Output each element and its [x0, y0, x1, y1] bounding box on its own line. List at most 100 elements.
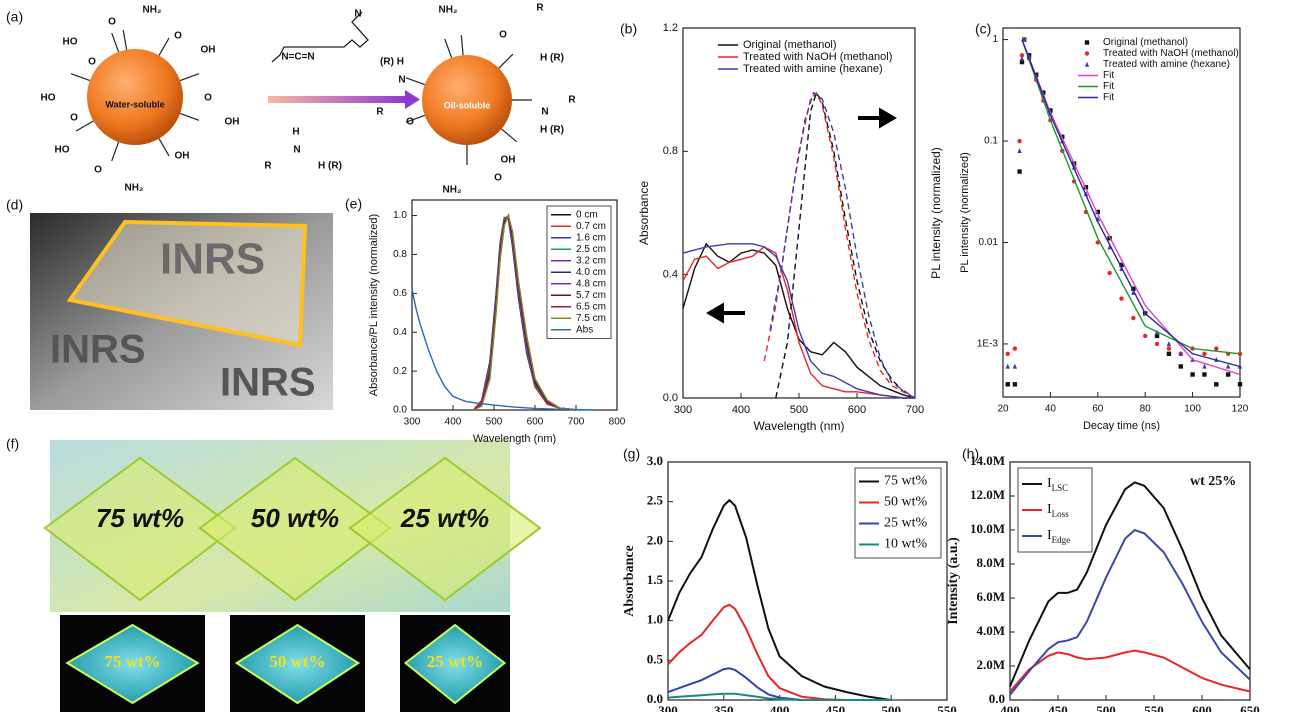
data-line [763, 91, 916, 399]
data-point [1166, 351, 1172, 356]
chem-group: R [568, 95, 576, 106]
data-point [1005, 363, 1010, 369]
chem-group: O [174, 31, 182, 42]
data-point [1143, 333, 1148, 339]
x-tick-label: 100 [1184, 404, 1201, 415]
y-tick-label: 1E-3 [977, 339, 999, 350]
arrow [268, 96, 408, 103]
data-line [1021, 39, 1241, 376]
bond [111, 32, 120, 53]
x-tick-label: 300 [658, 703, 678, 712]
particle [422, 55, 512, 145]
legend-label: 3.2 cm [576, 255, 606, 266]
y-tick-label: 12.0M [970, 487, 1005, 502]
legend-label: 5.7 cm [576, 290, 606, 301]
bond [70, 73, 91, 82]
data-point [1202, 351, 1207, 356]
chem-group: O [204, 93, 212, 104]
bond [405, 114, 425, 123]
y-tick-label: 10.0M [970, 521, 1005, 536]
legend-marker [1084, 51, 1090, 56]
x-tick-label: 700 [568, 417, 585, 428]
molecule [271, 11, 369, 63]
sample-label: 25 wt% [427, 652, 483, 671]
photo-text: INRS [160, 235, 265, 284]
legend-label-sub: Loss [1052, 509, 1070, 519]
chem-group: HO [63, 37, 78, 48]
data-point [1154, 333, 1160, 339]
data-point [1225, 372, 1231, 377]
data-line [411, 289, 597, 411]
chem-group: O [94, 165, 102, 176]
photo-text: INRS [50, 328, 146, 372]
x-tick-label: 400 [1000, 703, 1020, 712]
legend-marker [1084, 61, 1090, 67]
bond [444, 38, 453, 58]
x-tick-label: 500 [1096, 703, 1116, 712]
x-axis-title: Decay time (ns) [1083, 420, 1160, 432]
data-point [1131, 286, 1136, 291]
y-tick-label: 0.01 [979, 237, 999, 248]
legend-label: 7.5 cm [576, 313, 606, 324]
bond [122, 29, 128, 50]
x-tick-label: 500 [790, 404, 808, 416]
panel-label: (h) [962, 446, 979, 462]
data-point [1154, 341, 1160, 347]
data-point [1119, 262, 1124, 268]
legend-label: Treated with NaOH (methanol) [1103, 48, 1239, 59]
x-tick-label: 450 [1048, 703, 1068, 712]
lsc-sheet [66, 219, 308, 348]
data-line [775, 91, 916, 399]
sample-label: 50 wt% [269, 652, 325, 671]
chem-group: OH [201, 45, 216, 56]
legend-label: 1.6 cm [576, 232, 606, 243]
data-line [667, 603, 892, 701]
chem-group: NH₂ [143, 5, 162, 16]
glass-sample [234, 623, 361, 705]
glass-sample [65, 623, 200, 705]
panel-label: (b) [620, 21, 637, 37]
chem-group: O [499, 30, 507, 41]
y-axis-title: Absorbance [622, 545, 637, 617]
chem-group: HO [55, 145, 70, 156]
legend-label: Fit [1103, 81, 1114, 92]
legend-label: 50 wt% [884, 495, 928, 510]
y-tick-label: 2.5 [647, 493, 664, 508]
data-point [1178, 350, 1183, 356]
data-point [1166, 341, 1172, 347]
annotation: wt 25% [1190, 474, 1236, 489]
x-axis-title: Wavelength (nm) [473, 433, 556, 445]
arrow [706, 302, 745, 324]
chem-group: N=C=N [281, 52, 314, 63]
x-tick-label: 300 [674, 404, 692, 416]
legend-label: ILoss [1047, 502, 1069, 519]
y-tick-label: 0.5 [647, 651, 664, 666]
data-line [682, 243, 915, 399]
y-tick-label: 0.0 [663, 392, 678, 404]
sample-label: 75 wt% [104, 652, 160, 671]
x-tick-label: 80 [1140, 404, 1152, 415]
x-tick-label: 550 [1144, 703, 1164, 712]
data-point [1237, 382, 1243, 387]
bond [158, 37, 170, 56]
data-point [1005, 382, 1010, 387]
legend-label: IEdge [1047, 528, 1070, 545]
chem-group: N [293, 145, 300, 156]
bond [460, 35, 464, 56]
legend-label: 75 wt% [884, 474, 928, 489]
x-tick-label: 700 [906, 404, 924, 416]
particle-label: Water-soluble [105, 99, 164, 109]
y-axis-title: Intensity (a.u.) [946, 537, 961, 625]
chem-group: H (R) [540, 125, 564, 136]
legend-label: Original (methanol) [743, 39, 837, 51]
y-tick-label: 0.8 [393, 249, 407, 260]
y-tick-label: 0.8 [663, 145, 678, 157]
y-tick-label: 1 [992, 34, 998, 45]
bond [501, 128, 518, 143]
data-line [667, 692, 892, 701]
y-tick-label: 0.1 [984, 136, 998, 147]
glass-sample [403, 623, 507, 705]
y-tick-label: 1.0 [647, 612, 663, 627]
legend-label: 10 wt% [884, 537, 928, 552]
data-line [1021, 39, 1241, 368]
